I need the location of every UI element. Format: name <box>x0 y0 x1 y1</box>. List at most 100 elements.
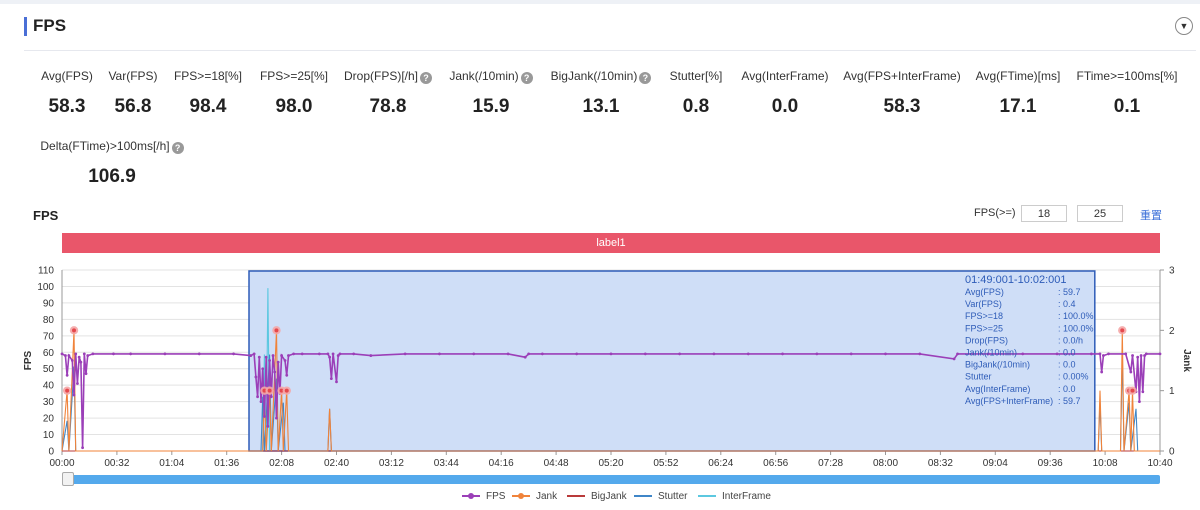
help-icon[interactable]: ? <box>520 72 533 84</box>
selection-stat-key: Stutter <box>965 372 992 382</box>
selection-stat-key: Drop(FPS) <box>965 335 1008 345</box>
metric-label: Avg(FTime)[ms] <box>959 68 1077 84</box>
fps-point <box>283 359 287 362</box>
selection-stat-key: Var(FPS) <box>965 299 1002 309</box>
metric-card: Avg(InterFrame) 0.0 <box>726 68 844 118</box>
x-tick-label: 04:48 <box>544 458 569 469</box>
jank-marker <box>267 388 272 393</box>
time-range-slider[interactable] <box>62 475 1160 484</box>
metric-value: 98.4 <box>189 96 227 117</box>
jank-marker <box>262 388 267 393</box>
legend-item[interactable]: Stutter <box>634 491 687 502</box>
jank-marker <box>1120 328 1125 333</box>
selection-range-label: 01:49:001-10:02:001 <box>965 274 1067 286</box>
fps-point <box>70 359 74 362</box>
fps-point <box>335 380 338 384</box>
fps-point <box>129 352 133 356</box>
fps-point <box>1139 354 1143 357</box>
label-band[interactable]: label1 <box>62 233 1160 253</box>
metric-label: BigJank(/10min)? <box>542 68 660 84</box>
metric-value: 0.0 <box>771 96 799 117</box>
metric-card: Var(FPS) 56.8 <box>74 68 192 118</box>
fps-point <box>280 354 283 357</box>
legend-item[interactable]: FPS <box>462 491 505 502</box>
fps-point <box>72 393 76 397</box>
metric-label-text: Avg(FPS+InterFrame) <box>843 69 961 83</box>
y-right-tick-label: 1 <box>1169 386 1175 397</box>
y-tick-label: 100 <box>37 282 54 293</box>
legend-swatch <box>512 493 530 500</box>
reset-button[interactable]: 重置 <box>1140 210 1162 222</box>
fps-point <box>328 355 332 359</box>
metric-card: Avg(FPS+InterFrame) 58.3 <box>843 68 961 118</box>
fps-point <box>338 352 342 356</box>
y-tick-label: 60 <box>43 348 55 359</box>
fps-chart[interactable]: 0 10 20 30 40 50 60 70 80 90 100 110 0 1 2 3 00:00 00:32 0… <box>0 255 1200 475</box>
fps-point <box>275 416 278 420</box>
legend-item[interactable]: InterFrame <box>698 491 771 502</box>
fps-point <box>79 360 83 364</box>
fps-point <box>815 352 819 356</box>
x-tick-label: 02:08 <box>269 458 294 469</box>
x-tick-label: 00:32 <box>104 458 129 469</box>
fps-point <box>77 355 81 359</box>
help-icon[interactable]: ? <box>639 72 652 84</box>
help-icon[interactable]: ? <box>420 72 432 84</box>
legend-label: Jank <box>536 491 558 502</box>
metric-label: Avg(InterFrame) <box>726 68 844 84</box>
fps-point <box>273 370 277 374</box>
fps-point <box>163 352 167 356</box>
fps-point <box>1098 352 1102 356</box>
x-tick-label: 09:36 <box>1038 458 1063 469</box>
jank-marker <box>65 388 70 393</box>
x-tick-label: 03:44 <box>434 458 459 469</box>
fps-point <box>197 352 201 356</box>
series-line-jank <box>61 330 1160 452</box>
y-tick-label: 90 <box>43 298 55 309</box>
fps-point <box>1021 352 1025 356</box>
selection-stat-key: FPS>=18 <box>965 311 1003 321</box>
metric-label: Var(FPS) <box>74 68 192 84</box>
slider-handle-left[interactable] <box>62 472 74 486</box>
fps-point <box>254 375 258 379</box>
selection-stat-value: : 100.0% <box>1058 311 1094 321</box>
x-tick-label: 08:00 <box>873 458 898 469</box>
fps-threshold-input-1[interactable] <box>1021 205 1067 222</box>
metric-label: FTime>=100ms[%] <box>1068 68 1186 84</box>
fps-point <box>1101 354 1105 357</box>
fps-point <box>527 352 531 356</box>
metric-label-text: Jank(/10min) <box>449 69 519 83</box>
fps-point <box>1089 352 1093 356</box>
y-axis-title: FPS <box>23 350 34 370</box>
fps-point <box>276 360 280 364</box>
fps-point <box>331 352 335 356</box>
legend-swatch <box>462 493 480 500</box>
fps-point <box>264 355 268 359</box>
fps-point <box>1055 352 1059 356</box>
metric-value: 58.3 <box>48 96 86 117</box>
fps-point <box>82 352 86 356</box>
x-tick-label: 06:24 <box>708 458 733 469</box>
legend-dot <box>468 493 474 500</box>
selection-stat-value: : 100.0% <box>1058 323 1094 333</box>
legend-label: BigJank <box>591 491 627 502</box>
fps-point <box>540 352 544 356</box>
legend-item[interactable]: BigJank <box>567 491 627 502</box>
metric-card: Avg(FPS) 58.3 <box>8 68 126 118</box>
jank-marker <box>279 388 284 393</box>
fps-point <box>266 424 270 428</box>
fps-point <box>285 373 289 377</box>
y-right-tick-label: 0 <box>1169 447 1175 458</box>
legend-label: InterFrame <box>722 491 771 502</box>
help-icon[interactable]: ? <box>171 142 184 154</box>
fps-point <box>1100 370 1104 374</box>
jank-marker <box>1130 388 1135 393</box>
fps-threshold-input-2[interactable] <box>1077 205 1123 222</box>
metric-label: FPS>=18[%] <box>149 68 267 84</box>
fps-point <box>261 367 265 371</box>
legend-item[interactable]: Jank <box>512 491 557 502</box>
collapse-chevron-icon[interactable]: ▼ <box>1175 17 1193 35</box>
fps-point <box>1129 370 1133 374</box>
fps-point <box>232 352 235 356</box>
metric-label-text: FTime>=100ms[%] <box>1076 69 1178 83</box>
